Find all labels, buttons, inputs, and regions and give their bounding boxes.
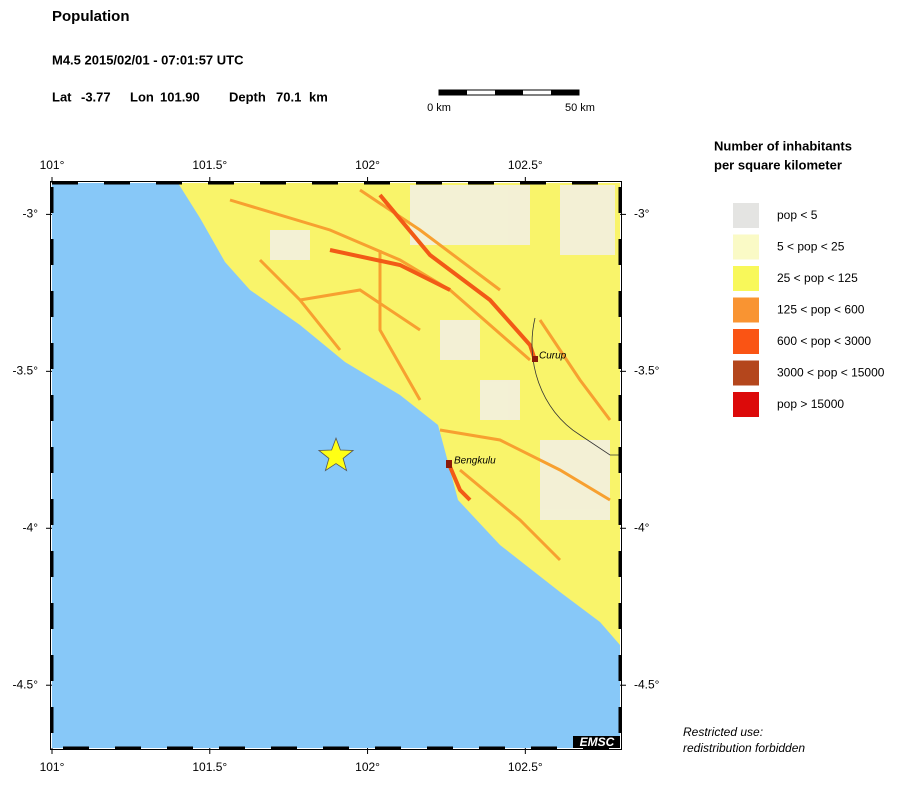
lat-tick-label: -3° [23,207,39,221]
land [178,183,620,645]
scale-bar [438,89,580,96]
legend-title: Number of inhabitants [714,138,852,153]
logo: EMSC [580,735,615,749]
legend-label: 25 < pop < 125 [777,271,858,285]
legend-label: 600 < pop < 3000 [777,334,871,348]
legend-swatch [733,234,759,260]
lat-tick-label: -3.5° [634,364,660,378]
legend: Number of inhabitants per square kilomet… [714,138,885,417]
note: redistribution forbidden [683,741,805,755]
legend-swatch [733,360,759,386]
lat-tick-label: -3° [634,207,650,221]
lat-tick-label: -4° [23,520,39,534]
lon-tick-label: 102° [355,760,380,774]
legend-swatch [733,392,759,417]
lon-tick-label: 101.5° [192,760,227,774]
legend-swatch [733,297,759,323]
depth-label: Depth [229,89,266,104]
legend-title: per square kilometer [714,157,842,172]
epicenter [317,436,355,472]
city-label: Bengkulu [454,456,496,467]
lon-tick-label: 102.5° [508,760,543,774]
legend-label: 5 < pop < 25 [777,240,845,254]
lon-tick-label: 101.5° [192,158,227,172]
legend-label: 3000 < pop < 15000 [777,366,885,380]
lon-tick-label: 102° [355,158,380,172]
lat-tick-label: -4.5° [13,677,39,691]
lon-tick-label: 101° [40,760,65,774]
lon-label: Lon [130,89,154,104]
title: Population [52,8,130,25]
depth: 70.1 [276,89,301,104]
legend-swatch [733,329,759,354]
note: Restricted use: [683,725,763,739]
legend-label: pop > 15000 [777,397,844,411]
lon: 101.90 [160,89,200,104]
legend-label: pop < 5 [777,208,818,222]
legend-swatch [733,266,759,291]
city-label: Curup [539,351,567,362]
legend-swatch [733,203,759,228]
scale-end: 50 km [565,102,595,114]
legend-label: 125 < pop < 600 [777,303,865,317]
ticks: 101° 101° 101.5° 101.5° 102° 102° 102.5° 102.5°… [13,158,660,774]
lat-tick-label: -3.5° [13,364,39,378]
scale-start: 0 km [427,102,451,114]
event: M4.5 2015/02/01 - 07:01:57 UTC [52,52,244,67]
lon-tick-label: 102.5° [508,158,543,172]
lat-tick-label: -4° [634,520,650,534]
lat-label: Lat [52,89,72,104]
lat: -3.77 [81,89,111,104]
map: Curup Bengkulu EMSC [50,181,622,750]
lon-tick-label: 101° [40,158,65,172]
lat-tick-label: -4.5° [634,677,660,691]
depth-unit: km [309,89,328,104]
